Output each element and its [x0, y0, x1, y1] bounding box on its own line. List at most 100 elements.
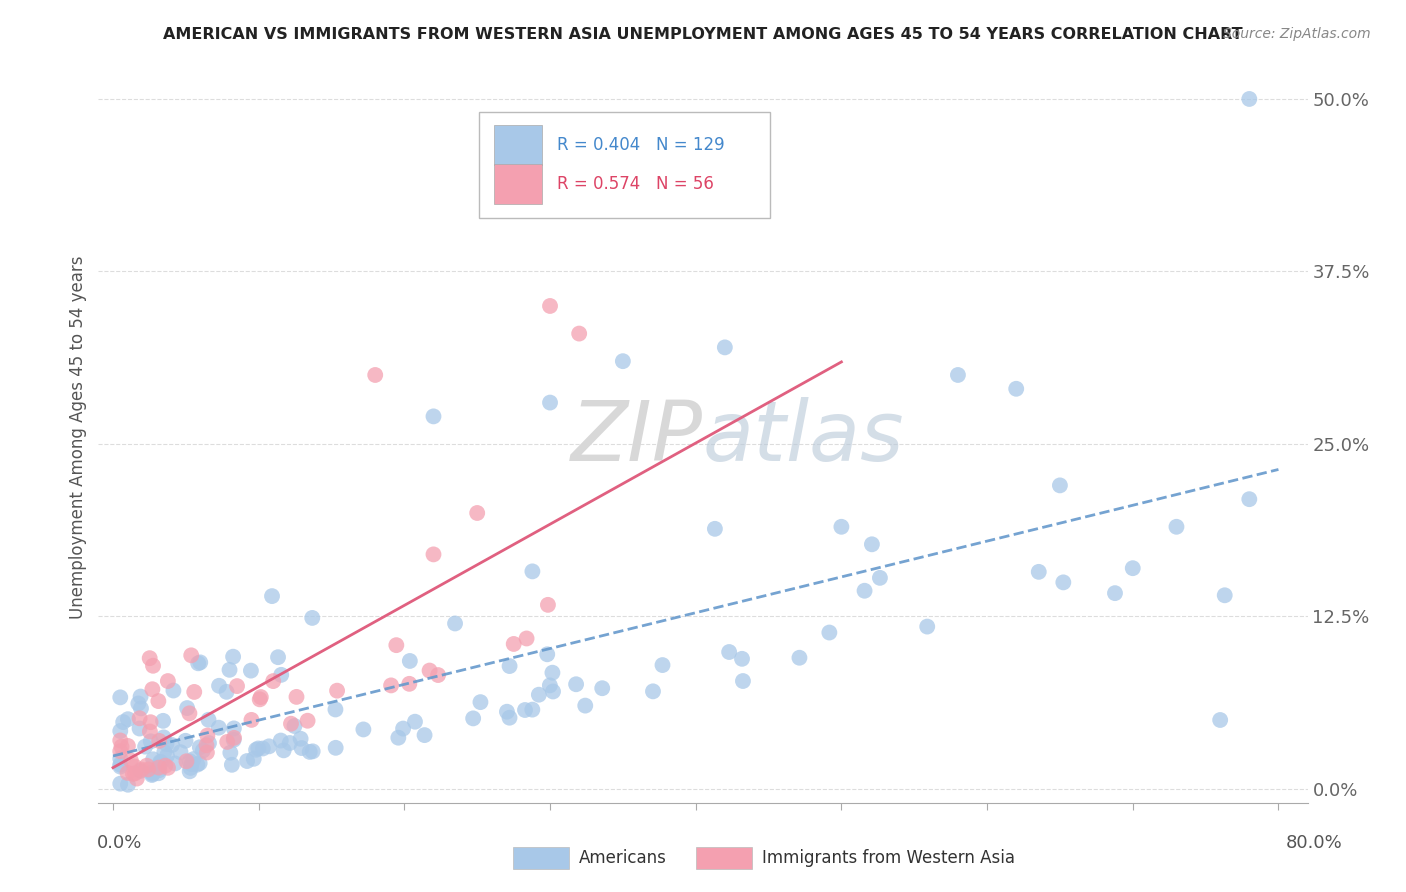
Point	[219, 746, 242, 760]
Point	[128, 711, 150, 725]
Point	[155, 758, 177, 772]
FancyBboxPatch shape	[494, 125, 543, 165]
Point	[537, 598, 560, 612]
Point	[574, 698, 596, 713]
Point	[124, 766, 146, 780]
Point	[1239, 92, 1261, 106]
Point	[419, 664, 441, 678]
Point	[422, 548, 444, 562]
Point	[208, 721, 231, 735]
Point	[565, 677, 588, 691]
Point	[236, 754, 259, 768]
Point	[239, 664, 262, 678]
Point	[222, 732, 245, 747]
Point	[273, 743, 295, 757]
Point	[301, 744, 323, 758]
Point	[141, 768, 163, 782]
Point	[1005, 382, 1028, 396]
Point	[496, 705, 519, 719]
Point	[249, 692, 271, 706]
Point	[568, 326, 591, 341]
Point	[198, 736, 221, 750]
Text: atlas: atlas	[703, 397, 904, 477]
Point	[387, 731, 409, 745]
Point	[240, 713, 263, 727]
Point	[392, 722, 415, 736]
Point	[110, 723, 132, 738]
Point	[117, 778, 139, 792]
Point	[188, 656, 211, 670]
Point	[112, 715, 135, 730]
Point	[139, 724, 162, 739]
Point	[110, 777, 132, 791]
Point	[731, 652, 754, 666]
Point	[148, 766, 170, 780]
Point	[869, 571, 891, 585]
Text: 80.0%: 80.0%	[1286, 834, 1343, 852]
Point	[516, 632, 538, 646]
Point	[142, 658, 165, 673]
Point	[134, 739, 156, 754]
Point	[860, 537, 883, 551]
Point	[270, 733, 292, 747]
Point	[260, 589, 283, 603]
Point	[197, 713, 219, 727]
Point	[1166, 520, 1188, 534]
Point	[129, 764, 152, 778]
Point	[522, 703, 544, 717]
Point	[853, 583, 876, 598]
Point	[148, 761, 170, 775]
Point	[122, 767, 145, 781]
Point	[149, 755, 172, 769]
Point	[818, 625, 841, 640]
Point	[156, 674, 179, 689]
Point	[218, 663, 240, 677]
Point	[180, 648, 202, 663]
Point	[502, 637, 524, 651]
Text: Source: ZipAtlas.com: Source: ZipAtlas.com	[1223, 27, 1371, 41]
Point	[538, 299, 561, 313]
Point	[291, 741, 314, 756]
Point	[139, 715, 162, 730]
Point	[280, 716, 302, 731]
Point	[110, 752, 132, 766]
Text: 0.0%: 0.0%	[97, 834, 142, 852]
Point	[541, 665, 564, 680]
Point	[522, 565, 544, 579]
Point	[221, 757, 243, 772]
Point	[1104, 586, 1126, 600]
Point	[148, 694, 170, 708]
Text: AMERICAN VS IMMIGRANTS FROM WESTERN ASIA UNEMPLOYMENT AMONG AGES 45 TO 54 YEARS : AMERICAN VS IMMIGRANTS FROM WESTERN ASIA…	[163, 27, 1243, 42]
Point	[591, 681, 613, 696]
Point	[174, 733, 197, 747]
Point	[245, 743, 267, 757]
Point	[267, 650, 290, 665]
Point	[498, 711, 520, 725]
Point	[120, 754, 142, 768]
Point	[195, 746, 218, 760]
Point	[139, 734, 162, 748]
Point	[131, 763, 153, 777]
Point	[498, 659, 520, 673]
Point	[1052, 575, 1074, 590]
Point	[197, 729, 219, 743]
Point	[148, 734, 170, 748]
Text: Immigrants from Western Asia: Immigrants from Western Asia	[762, 849, 1015, 867]
Point	[298, 745, 321, 759]
Point	[463, 711, 485, 725]
Point	[179, 764, 201, 779]
Point	[127, 697, 149, 711]
Point	[398, 654, 420, 668]
Point	[180, 761, 202, 775]
Point	[444, 616, 467, 631]
Point	[129, 701, 152, 715]
Point	[183, 685, 205, 699]
Point	[915, 619, 938, 633]
Point	[325, 740, 347, 755]
Point	[270, 668, 292, 682]
Point	[150, 756, 173, 770]
Point	[165, 756, 187, 771]
Point	[186, 757, 208, 772]
Text: ZIP: ZIP	[571, 397, 703, 477]
Point	[129, 690, 152, 704]
